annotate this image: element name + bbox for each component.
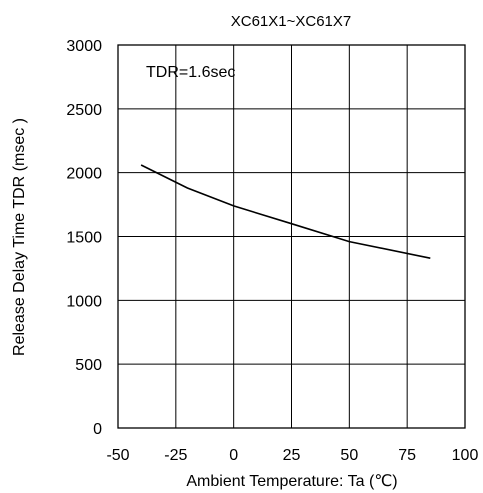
series-group <box>140 164 431 259</box>
chart-title: XC61X1~XC61X7 <box>231 13 352 30</box>
y-tick-label: 2000 <box>66 166 102 183</box>
x-tick-label: 75 <box>398 447 416 464</box>
y-tick-label: 1000 <box>66 293 102 310</box>
gridlines <box>118 45 465 428</box>
y-tick-label: 2500 <box>66 102 102 119</box>
chart-annotation: TDR=1.6sec <box>146 64 235 81</box>
x-axis-ticks: -50 -25 0 25 50 75 100 <box>106 447 478 464</box>
x-tick-label: -50 <box>106 447 129 464</box>
y-tick-label: 0 <box>93 421 102 438</box>
x-tick-label: 0 <box>229 447 238 464</box>
x-tick-label: 100 <box>452 447 479 464</box>
plot-area <box>117 44 466 429</box>
series-line <box>140 164 431 259</box>
x-tick-label: 25 <box>283 447 301 464</box>
y-axis-title: Release Delay Time TDR (msec ) <box>11 118 28 356</box>
x-axis-title: Ambient Temperature: Ta (℃) <box>186 473 397 490</box>
y-tick-label: 1500 <box>66 230 102 247</box>
x-tick-label: -25 <box>164 447 187 464</box>
x-tick-label: 50 <box>340 447 358 464</box>
y-axis-ticks: 0 500 1000 1500 2000 2500 3000 <box>66 38 102 438</box>
y-tick-label: 500 <box>75 357 102 374</box>
y-tick-label: 3000 <box>66 38 102 55</box>
